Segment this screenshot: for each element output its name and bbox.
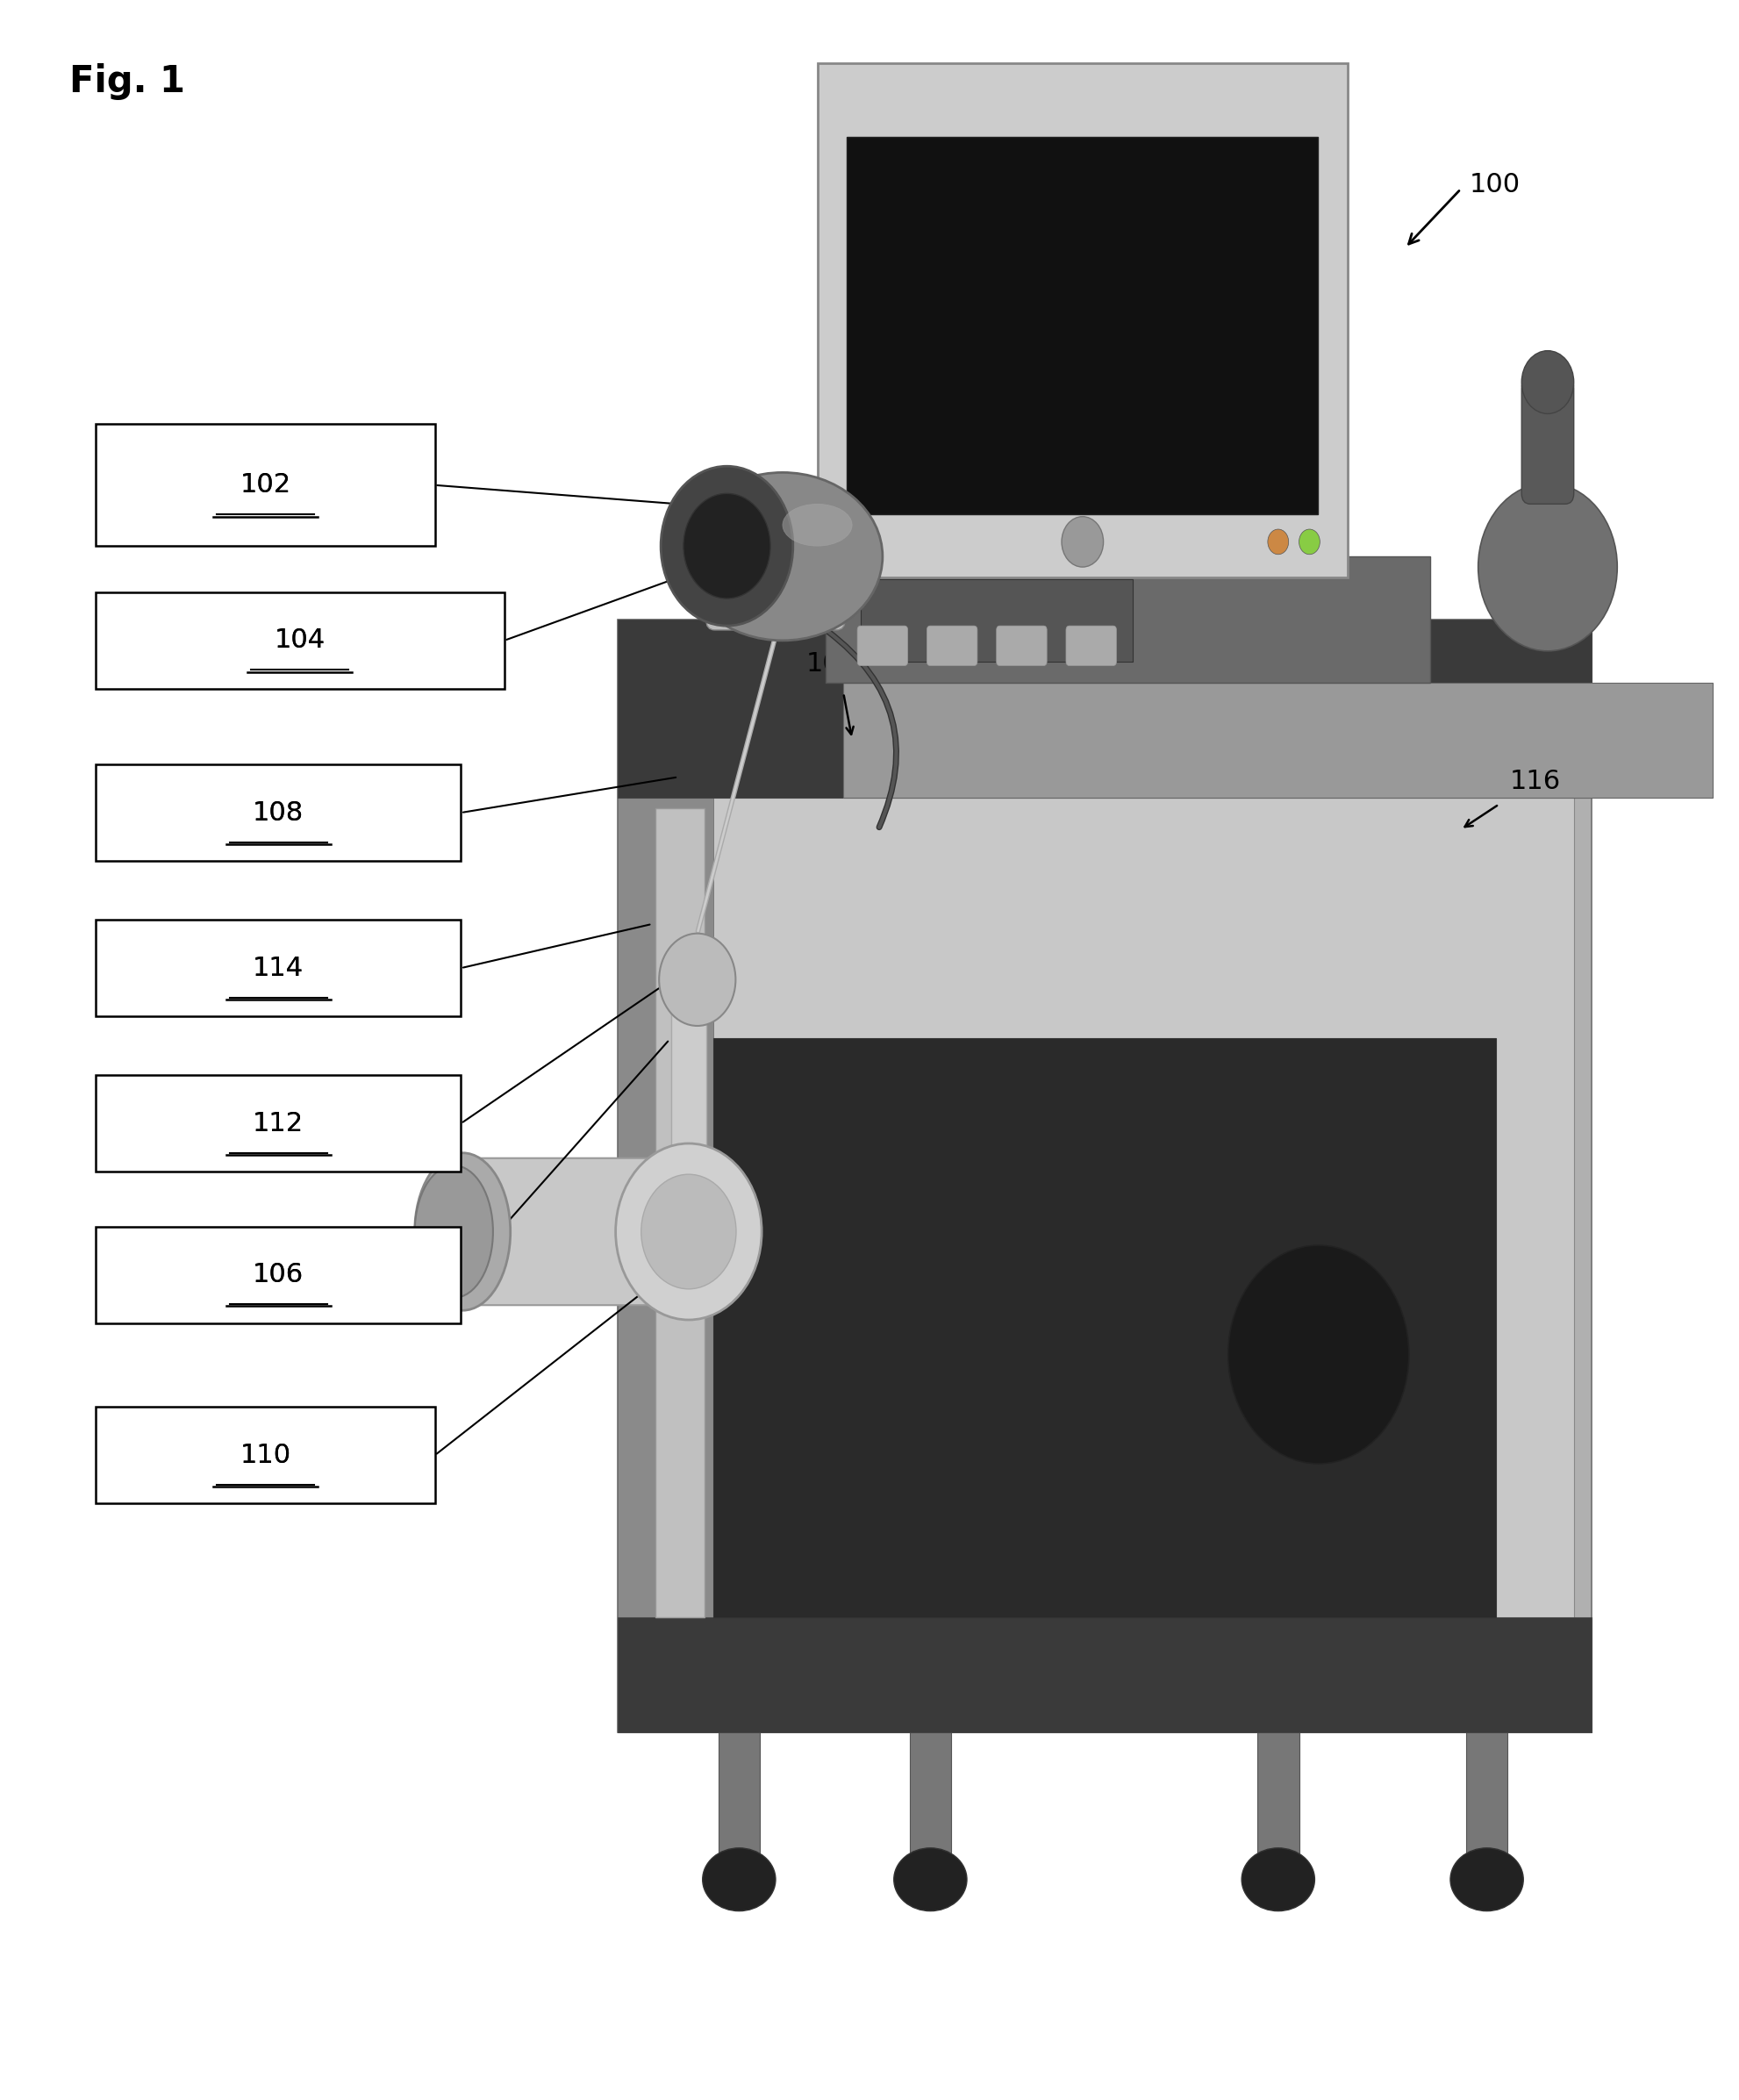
- Text: 116: 116: [1509, 769, 1560, 794]
- FancyBboxPatch shape: [96, 1407, 435, 1504]
- FancyBboxPatch shape: [1257, 1712, 1299, 1880]
- FancyBboxPatch shape: [1522, 378, 1574, 504]
- Text: 106: 106: [252, 1262, 304, 1287]
- FancyBboxPatch shape: [96, 920, 461, 1016]
- Text: 102: 102: [240, 473, 290, 498]
- Circle shape: [1228, 1245, 1409, 1464]
- Text: 114: 114: [252, 956, 304, 981]
- Circle shape: [616, 1142, 762, 1321]
- FancyBboxPatch shape: [826, 556, 1429, 682]
- Text: 100: 100: [1469, 172, 1520, 197]
- FancyBboxPatch shape: [843, 682, 1713, 798]
- Ellipse shape: [414, 1166, 494, 1298]
- Ellipse shape: [894, 1848, 967, 1911]
- FancyBboxPatch shape: [909, 1712, 951, 1880]
- FancyBboxPatch shape: [706, 571, 845, 630]
- Text: 114: 114: [252, 956, 304, 981]
- Circle shape: [1478, 483, 1617, 651]
- Circle shape: [683, 494, 770, 598]
- Ellipse shape: [1450, 1848, 1523, 1911]
- Text: 110: 110: [240, 1443, 290, 1468]
- FancyArrowPatch shape: [828, 632, 896, 827]
- FancyBboxPatch shape: [617, 1617, 1591, 1732]
- Ellipse shape: [703, 1848, 776, 1911]
- FancyBboxPatch shape: [656, 809, 704, 1617]
- Text: 112: 112: [252, 1111, 304, 1136]
- FancyArrowPatch shape: [697, 611, 783, 930]
- FancyBboxPatch shape: [617, 798, 713, 1617]
- FancyBboxPatch shape: [817, 63, 1348, 578]
- Text: 102: 102: [240, 473, 290, 498]
- Circle shape: [642, 1174, 736, 1289]
- FancyBboxPatch shape: [996, 626, 1047, 666]
- Ellipse shape: [682, 473, 882, 640]
- FancyBboxPatch shape: [96, 764, 461, 861]
- Text: 112: 112: [252, 1111, 304, 1136]
- FancyBboxPatch shape: [847, 137, 1318, 515]
- Text: 106: 106: [252, 1262, 304, 1287]
- Circle shape: [1299, 529, 1320, 554]
- FancyBboxPatch shape: [927, 626, 977, 666]
- FancyBboxPatch shape: [96, 1226, 461, 1323]
- FancyBboxPatch shape: [96, 592, 504, 689]
- FancyArrowPatch shape: [828, 632, 896, 827]
- Text: 104: 104: [275, 628, 325, 653]
- FancyBboxPatch shape: [96, 1075, 461, 1172]
- Circle shape: [1061, 517, 1103, 567]
- FancyBboxPatch shape: [617, 620, 1591, 798]
- Text: 109: 109: [805, 651, 857, 676]
- Text: 108: 108: [252, 800, 304, 825]
- FancyBboxPatch shape: [713, 1037, 1496, 1617]
- Text: 110: 110: [240, 1443, 290, 1468]
- FancyBboxPatch shape: [617, 620, 1591, 1732]
- Circle shape: [661, 466, 793, 626]
- FancyBboxPatch shape: [1066, 626, 1116, 666]
- Ellipse shape: [1242, 1848, 1315, 1911]
- Circle shape: [1522, 351, 1574, 414]
- FancyBboxPatch shape: [635, 640, 1574, 1712]
- FancyBboxPatch shape: [857, 626, 908, 666]
- Circle shape: [1268, 529, 1289, 554]
- FancyBboxPatch shape: [718, 1712, 760, 1880]
- Ellipse shape: [414, 1153, 511, 1310]
- Text: 108: 108: [252, 800, 304, 825]
- FancyArrowPatch shape: [697, 611, 783, 930]
- Ellipse shape: [783, 504, 852, 546]
- FancyBboxPatch shape: [861, 580, 1132, 662]
- Circle shape: [659, 934, 736, 1027]
- Text: 104: 104: [275, 628, 325, 653]
- Text: Fig. 1: Fig. 1: [70, 63, 186, 101]
- FancyBboxPatch shape: [445, 1159, 723, 1306]
- FancyBboxPatch shape: [671, 951, 706, 1161]
- FancyBboxPatch shape: [1466, 1712, 1508, 1880]
- FancyBboxPatch shape: [96, 424, 435, 546]
